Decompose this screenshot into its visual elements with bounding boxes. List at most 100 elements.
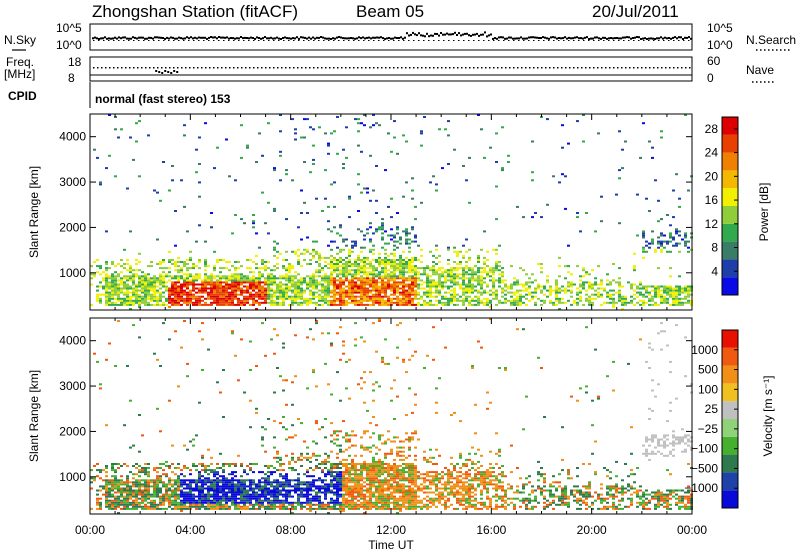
echo-cell <box>450 299 453 302</box>
echo-cell <box>165 475 168 478</box>
echo-cell <box>99 267 102 270</box>
echo-cell <box>138 305 141 308</box>
echo-cell <box>372 269 375 272</box>
echo-cell <box>201 497 204 500</box>
echo-cell <box>276 277 279 280</box>
echo-cell <box>555 279 558 282</box>
echo-cell <box>297 248 300 251</box>
echo-cell <box>189 493 192 496</box>
echo-cell <box>402 271 405 274</box>
nave-trace-point <box>97 67 99 69</box>
echo-cell <box>291 275 294 278</box>
echo-cell <box>357 287 360 290</box>
echo-cell <box>495 218 498 221</box>
echo-cell <box>228 301 231 304</box>
echo-cell <box>348 248 351 251</box>
echo-cell <box>213 250 216 253</box>
echo-cell <box>378 273 381 276</box>
echo-cell <box>267 273 270 276</box>
echo-cell <box>318 283 321 286</box>
echo-cell <box>210 297 213 300</box>
echo-cell <box>225 138 228 141</box>
echo-cell <box>264 267 267 270</box>
echo-cell <box>420 283 423 286</box>
echo-cell <box>285 293 288 296</box>
echo-cell <box>345 156 348 159</box>
echo-cell <box>297 501 300 504</box>
echo-cell <box>144 485 147 488</box>
echo-cell <box>96 289 99 292</box>
nsky-trace-point <box>686 36 688 39</box>
echo-cell <box>294 301 297 304</box>
nave-trace-point <box>149 67 151 69</box>
nsky-trace-point <box>474 33 476 36</box>
nsky-trace-point <box>100 37 102 40</box>
echo-cell <box>312 507 315 510</box>
nsky-trace-point <box>272 37 274 40</box>
echo-cell <box>255 267 258 270</box>
echo-cell <box>339 248 342 251</box>
echo-cell <box>579 291 582 294</box>
nsearch-trace-point <box>603 40 605 41</box>
echo-cell <box>252 489 255 492</box>
echo-cell <box>123 293 126 296</box>
echo-cell <box>450 297 453 300</box>
echo-cell <box>165 495 168 498</box>
echo-cell <box>105 465 108 467</box>
echo-cell <box>204 507 207 510</box>
echo-cell <box>321 285 324 288</box>
echo-cell <box>351 297 354 300</box>
echo-cell <box>381 285 384 288</box>
nsky-trace-point <box>428 35 430 38</box>
echo-cell <box>363 293 366 296</box>
echo-cell <box>399 283 402 286</box>
nave-trace-point <box>141 67 143 69</box>
nsky-trace-point <box>624 36 626 39</box>
echo-cell <box>261 289 264 292</box>
nsearch-trace-point <box>108 40 110 41</box>
echo-cell <box>246 493 249 496</box>
echo-cell <box>252 289 255 292</box>
echo-cell <box>324 289 327 292</box>
echo-cell <box>135 503 138 506</box>
nsearch-trace-point <box>228 40 230 41</box>
echo-cell <box>225 479 228 482</box>
echo-cell <box>321 287 324 290</box>
echo-cell <box>153 277 156 280</box>
echo-cell <box>303 301 306 304</box>
echo-cell <box>669 224 672 227</box>
echo-cell <box>258 485 261 488</box>
echo-cell <box>219 467 222 469</box>
echo-cell <box>240 487 243 490</box>
echo-cell <box>267 295 270 298</box>
echo-cell <box>315 283 318 286</box>
echo-cell <box>213 495 216 498</box>
echo-cell <box>597 287 600 290</box>
echo-cell <box>678 293 681 296</box>
echo-cell <box>390 279 393 282</box>
echo-cell <box>264 295 267 298</box>
echo-cell <box>162 291 165 294</box>
echo-cell <box>168 275 171 278</box>
echo-cell <box>276 505 279 508</box>
echo-cell <box>126 269 129 272</box>
echo-cell <box>216 381 219 384</box>
echo-cell <box>345 277 348 280</box>
echo-cell <box>261 291 264 294</box>
echo-cell <box>531 297 534 300</box>
echo-cell <box>351 293 354 296</box>
echo-cell <box>315 281 318 284</box>
echo-cell <box>207 291 210 294</box>
echo-cell <box>174 261 177 263</box>
echo-cell <box>138 465 141 467</box>
echo-cell <box>399 299 402 302</box>
nave-trace-point <box>433 67 435 69</box>
echo-cell <box>417 301 420 304</box>
echo-cell <box>246 267 249 270</box>
echo-cell <box>192 303 195 306</box>
echo-cell <box>207 275 210 278</box>
echo-cell <box>174 495 177 498</box>
nsearch-trace-point <box>668 40 670 41</box>
echo-cell <box>228 481 231 484</box>
echo-cell <box>93 275 96 278</box>
